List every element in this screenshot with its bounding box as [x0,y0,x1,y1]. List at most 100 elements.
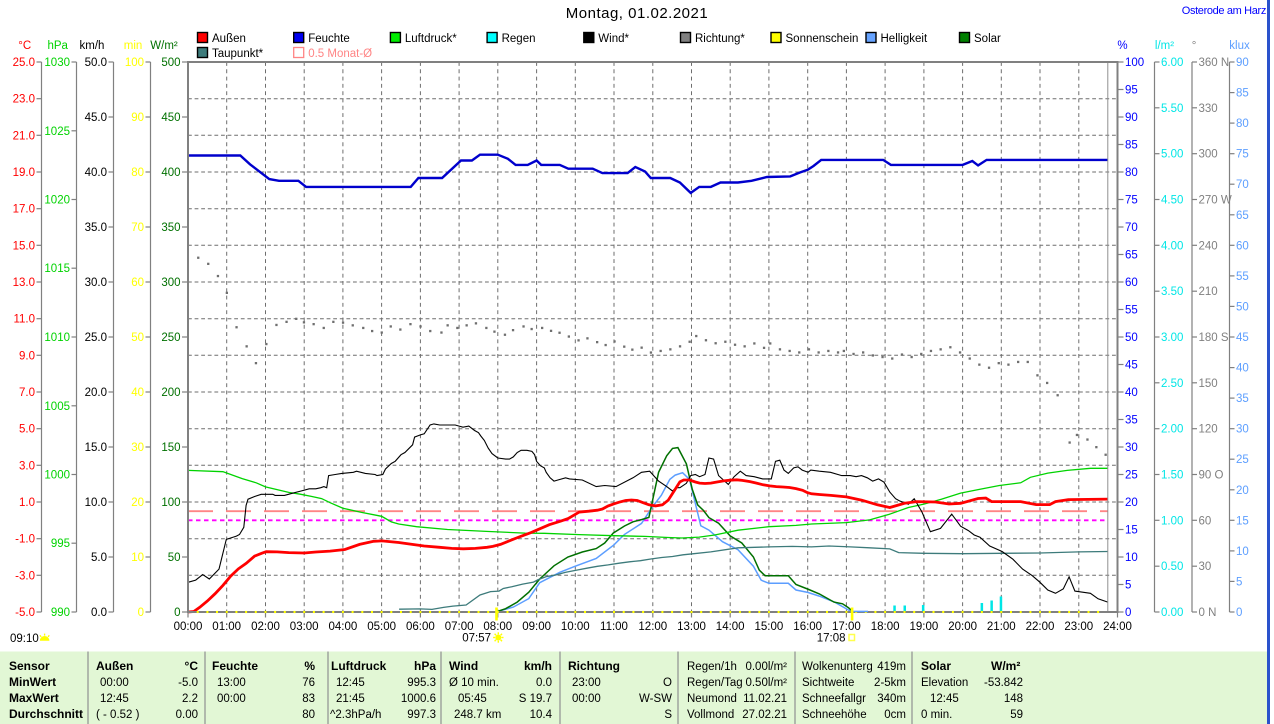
svg-text:0: 0 [1236,607,1242,619]
svg-text:21:45: 21:45 [336,693,365,705]
svg-text:13:00: 13:00 [217,677,246,689]
svg-text:23:00: 23:00 [1064,621,1093,633]
svg-text:10.0: 10.0 [85,497,107,509]
svg-text:11.02.21: 11.02.21 [743,693,787,705]
svg-text:12:45: 12:45 [336,677,365,689]
svg-text:150: 150 [1199,378,1218,390]
svg-text:65: 65 [1125,250,1138,262]
svg-text:1015: 1015 [44,263,70,275]
svg-text:10.4: 10.4 [530,709,553,721]
svg-text:83: 83 [302,693,315,705]
svg-text:0.0: 0.0 [91,607,107,619]
svg-text:01:00: 01:00 [212,621,241,633]
svg-text:11.0: 11.0 [13,314,35,326]
svg-text:Elevation: Elevation [921,677,968,689]
svg-text:Schneefallgr: Schneefallgr [802,693,866,705]
svg-text:13:00: 13:00 [677,621,706,633]
svg-text:90 O: 90 O [1199,470,1224,482]
svg-text:%: % [1117,40,1127,52]
svg-text:14:00: 14:00 [716,621,745,633]
svg-text:0cm: 0cm [884,709,906,721]
svg-text:5.0: 5.0 [19,424,35,436]
svg-text:24:00: 24:00 [1103,621,1132,633]
svg-text:1000: 1000 [44,470,70,482]
svg-text:200: 200 [161,387,180,399]
svg-text:85: 85 [1125,140,1138,152]
svg-text:16:00: 16:00 [793,621,822,633]
svg-text:07:00: 07:00 [445,621,474,633]
svg-text:15: 15 [1236,515,1249,527]
svg-text:5.50: 5.50 [1161,103,1183,115]
svg-text:6.00: 6.00 [1161,57,1183,69]
svg-text:min: min [124,40,143,52]
svg-text:Feuchte: Feuchte [212,659,258,673]
svg-text:25: 25 [1125,470,1138,482]
svg-text:60: 60 [1236,240,1249,252]
svg-text:17.0: 17.0 [13,204,35,216]
svg-text:15.0: 15.0 [13,240,35,252]
svg-text:15:00: 15:00 [755,621,784,633]
svg-text:20.0: 20.0 [85,387,107,399]
svg-text:25: 25 [1236,454,1249,466]
svg-text:klux: klux [1229,40,1250,52]
svg-text:3.00: 3.00 [1161,332,1183,344]
svg-text:95: 95 [1125,85,1138,97]
svg-text:1030: 1030 [44,57,70,69]
svg-text:4.00: 4.00 [1161,240,1183,252]
svg-text:°C: °C [185,659,199,673]
svg-text:20: 20 [1236,485,1249,497]
svg-text:17:00: 17:00 [832,621,861,633]
svg-text:Regen/Tag: Regen/Tag [687,677,743,689]
svg-text:50: 50 [1236,301,1249,313]
svg-text:50: 50 [168,552,181,564]
svg-text:10: 10 [1236,546,1249,558]
svg-text:35: 35 [1236,393,1249,405]
svg-text:Solar: Solar [921,659,951,673]
svg-text:( - 0.52 ): ( - 0.52 ) [96,709,140,721]
svg-text:00:00: 00:00 [100,677,129,689]
svg-text:1010: 1010 [44,332,70,344]
svg-text:MaxWert: MaxWert [9,691,59,705]
svg-text:O: O [663,677,672,689]
svg-text:08:00: 08:00 [483,621,512,633]
svg-text:0.50: 0.50 [1161,561,1183,573]
svg-text:30.0: 30.0 [85,277,107,289]
svg-text:km/h: km/h [80,40,105,52]
svg-text:1025: 1025 [44,126,70,138]
svg-text:5.00: 5.00 [1161,149,1183,161]
svg-text:hPa: hPa [414,659,436,673]
svg-text:55: 55 [1125,305,1138,317]
svg-text:70: 70 [1236,179,1249,191]
svg-text:^2.3hPa/h: ^2.3hPa/h [330,709,381,721]
svg-text:330: 330 [1199,103,1218,115]
svg-text:5.0: 5.0 [91,552,107,564]
svg-text:23.0: 23.0 [13,94,35,106]
svg-text:2-5km: 2-5km [874,677,906,689]
svg-text:0 N: 0 N [1199,607,1217,619]
svg-text:Richtung: Richtung [568,659,620,673]
svg-text:10:00: 10:00 [561,621,590,633]
svg-text:40: 40 [1236,363,1249,375]
svg-text:65: 65 [1236,210,1249,222]
svg-text:100: 100 [1125,57,1144,69]
svg-text:997.3: 997.3 [407,709,436,721]
svg-text:30: 30 [1125,442,1138,454]
svg-text:10: 10 [1125,552,1138,564]
svg-text:300: 300 [1199,149,1218,161]
svg-text:500: 500 [161,57,180,69]
svg-text:l/m²: l/m² [1155,40,1174,52]
svg-text:30: 30 [131,442,144,454]
svg-text:11:00: 11:00 [600,621,628,633]
svg-text:22:00: 22:00 [1026,621,1055,633]
svg-text:2.00: 2.00 [1161,424,1183,436]
svg-text:°: ° [1192,40,1197,52]
svg-text:1.0: 1.0 [19,497,35,509]
svg-text:995.3: 995.3 [407,677,436,689]
svg-text:40.0: 40.0 [85,167,107,179]
svg-text:07:57: 07:57 [462,633,491,645]
svg-text:Ø 10 min.: Ø 10 min. [449,677,499,689]
svg-text:-1.0: -1.0 [15,534,35,546]
svg-text:3.50: 3.50 [1161,286,1183,298]
svg-text:0.00l/m²: 0.00l/m² [745,661,787,673]
svg-text:-5.0: -5.0 [15,607,35,619]
